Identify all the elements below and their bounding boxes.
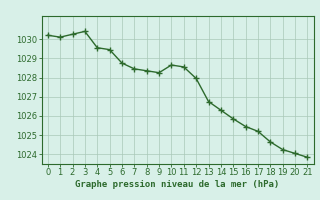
X-axis label: Graphe pression niveau de la mer (hPa): Graphe pression niveau de la mer (hPa) bbox=[76, 180, 280, 189]
